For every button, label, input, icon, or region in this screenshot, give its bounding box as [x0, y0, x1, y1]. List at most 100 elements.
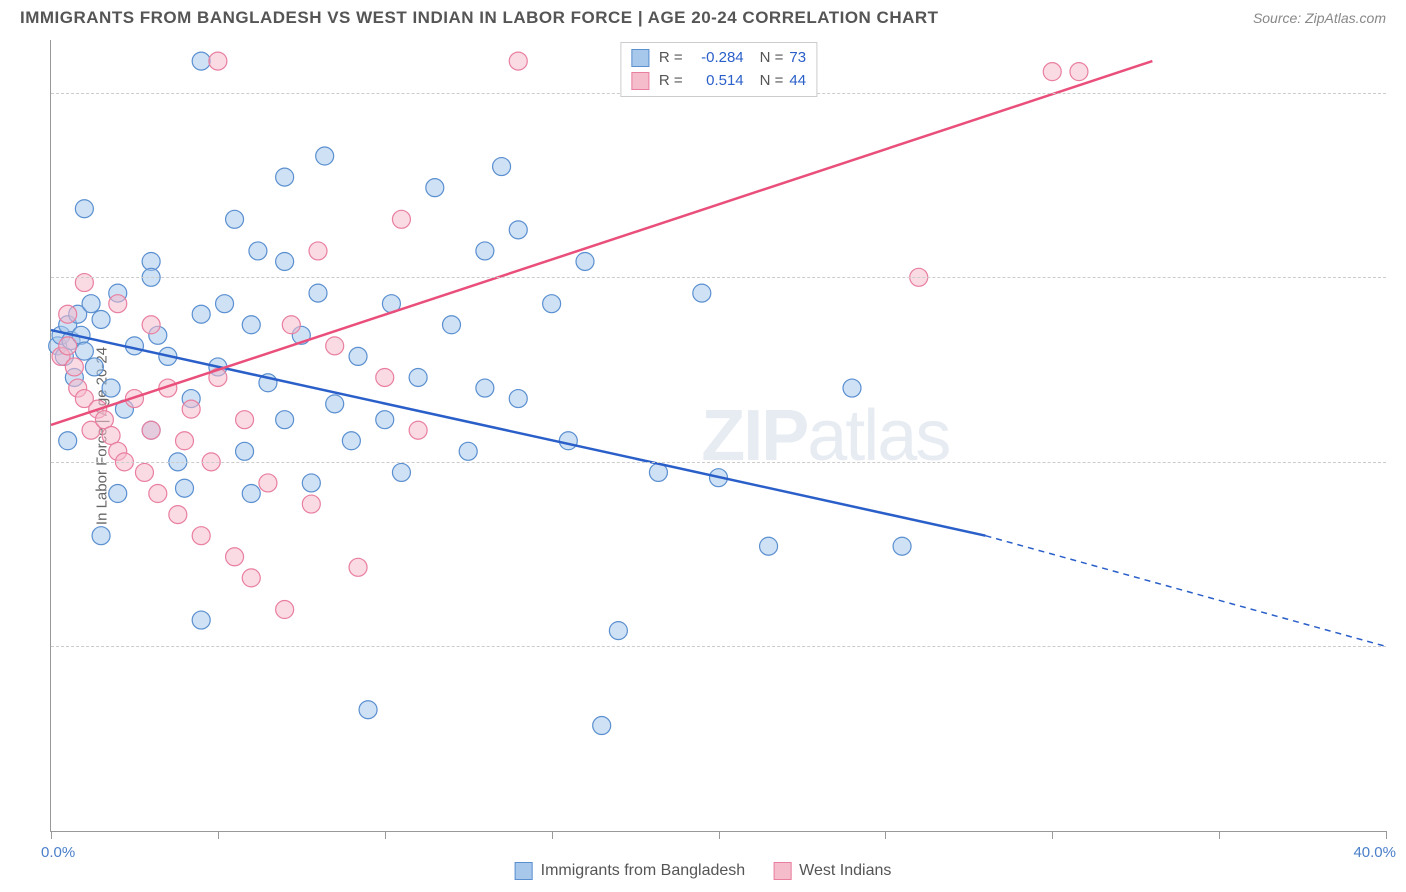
- data-point: [259, 474, 277, 492]
- data-point: [209, 52, 227, 70]
- series-legend: Immigrants from Bangladesh West Indians: [515, 862, 892, 880]
- data-point: [476, 242, 494, 260]
- data-point: [843, 379, 861, 397]
- data-point: [192, 611, 210, 629]
- data-point: [1070, 63, 1088, 81]
- data-point: [559, 432, 577, 450]
- n-label: N =: [760, 47, 784, 70]
- data-point: [509, 52, 527, 70]
- data-point: [192, 52, 210, 70]
- data-point: [142, 421, 160, 439]
- x-axis-min-label: 0.0%: [41, 844, 75, 861]
- data-point: [216, 295, 234, 313]
- data-point: [326, 337, 344, 355]
- y-tick-label: 100.0%: [1396, 84, 1406, 101]
- data-point: [142, 316, 160, 334]
- data-point: [543, 295, 561, 313]
- data-point: [82, 295, 100, 313]
- data-point: [509, 221, 527, 239]
- data-point: [192, 527, 210, 545]
- data-point: [65, 358, 83, 376]
- data-point: [376, 411, 394, 429]
- data-point: [409, 368, 427, 386]
- data-point: [316, 147, 334, 165]
- trend-line: [51, 330, 986, 536]
- n-value-1: 44: [789, 70, 806, 93]
- n-label: N =: [760, 70, 784, 93]
- scatter-plot-svg: [51, 40, 1386, 831]
- chart-title: IMMIGRANTS FROM BANGLADESH VS WEST INDIA…: [20, 8, 939, 28]
- data-point: [226, 210, 244, 228]
- x-axis-max-label: 40.0%: [1353, 844, 1396, 861]
- data-point: [102, 379, 120, 397]
- data-point: [176, 479, 194, 497]
- legend-row-series-0: R = -0.284 N = 73: [631, 47, 806, 70]
- data-point: [75, 200, 93, 218]
- data-point: [349, 558, 367, 576]
- data-point: [509, 390, 527, 408]
- data-point: [443, 316, 461, 334]
- data-point: [276, 168, 294, 186]
- data-point: [342, 432, 360, 450]
- data-point: [302, 495, 320, 513]
- data-point: [75, 274, 93, 292]
- data-point: [85, 358, 103, 376]
- data-point: [149, 485, 167, 503]
- data-point: [1043, 63, 1061, 81]
- data-point: [59, 432, 77, 450]
- data-point: [476, 379, 494, 397]
- chart-plot-area: In Labor Force | Age 20-24 R = -0.284 N …: [50, 40, 1386, 832]
- data-point: [493, 158, 511, 176]
- data-point: [392, 210, 410, 228]
- data-point: [249, 242, 267, 260]
- data-point: [309, 242, 327, 260]
- trend-line-dashed: [986, 536, 1387, 647]
- data-point: [459, 442, 477, 460]
- data-point: [349, 347, 367, 365]
- data-point: [760, 537, 778, 555]
- data-point: [75, 342, 93, 360]
- y-tick-label: 82.5%: [1396, 269, 1406, 286]
- data-point: [92, 310, 110, 328]
- correlation-legend: R = -0.284 N = 73 R = 0.514 N = 44: [620, 42, 817, 97]
- data-point: [176, 432, 194, 450]
- legend-label-0: Immigrants from Bangladesh: [541, 862, 746, 880]
- data-point: [392, 463, 410, 481]
- data-point: [693, 284, 711, 302]
- data-point: [59, 337, 77, 355]
- legend-item-0: Immigrants from Bangladesh: [515, 862, 746, 880]
- legend-swatch-bottom-1: [773, 862, 791, 880]
- data-point: [59, 305, 77, 323]
- data-point: [109, 295, 127, 313]
- r-value-0: -0.284: [689, 47, 744, 70]
- data-point: [242, 569, 260, 587]
- legend-item-1: West Indians: [773, 862, 891, 880]
- data-point: [182, 400, 200, 418]
- r-value-1: 0.514: [689, 70, 744, 93]
- legend-row-series-1: R = 0.514 N = 44: [631, 70, 806, 93]
- trend-line: [51, 61, 1152, 425]
- legend-swatch-bottom-0: [515, 862, 533, 880]
- data-point: [302, 474, 320, 492]
- source-label: Source: ZipAtlas.com: [1253, 10, 1386, 26]
- data-point: [426, 179, 444, 197]
- data-point: [236, 411, 254, 429]
- y-tick-label: 47.5%: [1396, 638, 1406, 655]
- legend-swatch-1: [631, 72, 649, 90]
- data-point: [135, 463, 153, 481]
- data-point: [282, 316, 300, 334]
- data-point: [226, 548, 244, 566]
- data-point: [276, 252, 294, 270]
- data-point: [276, 601, 294, 619]
- data-point: [236, 442, 254, 460]
- data-point: [409, 421, 427, 439]
- n-value-0: 73: [789, 47, 806, 70]
- data-point: [359, 701, 377, 719]
- data-point: [576, 252, 594, 270]
- data-point: [376, 368, 394, 386]
- data-point: [326, 395, 344, 413]
- data-point: [169, 506, 187, 524]
- data-point: [109, 485, 127, 503]
- data-point: [893, 537, 911, 555]
- legend-label-1: West Indians: [799, 862, 891, 880]
